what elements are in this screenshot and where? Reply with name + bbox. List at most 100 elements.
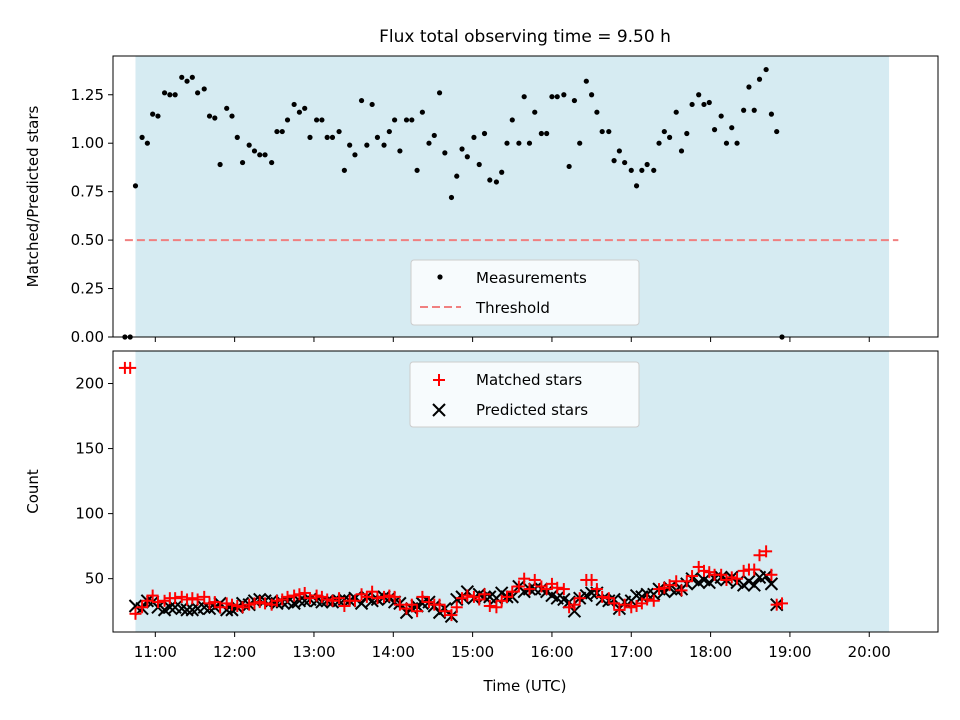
matched-stars-point — [535, 580, 548, 593]
matched-stars-point — [775, 597, 788, 610]
matched-stars-point — [715, 568, 728, 581]
measurement-point — [284, 117, 291, 123]
measurement-point — [526, 140, 533, 146]
measurement-point — [329, 134, 336, 140]
top-legend: Measurements Threshold — [410, 259, 640, 326]
matched-stars-point — [551, 581, 564, 594]
measurement-point — [768, 111, 775, 117]
matched-stars-point — [146, 589, 159, 602]
matched-stars-point — [703, 566, 716, 579]
matched-stars-point — [186, 592, 199, 605]
legend-threshold-label: Threshold — [475, 299, 550, 317]
matched-stars-point — [141, 594, 154, 607]
measurement-point — [419, 109, 425, 115]
bottom-panel: 50 100 150 200 11:00 12:00 13:00 14:00 15:00 16:… — [24, 350, 939, 695]
matched-stars-point — [321, 593, 334, 606]
measurement-point — [234, 134, 240, 140]
measurement-point — [217, 161, 223, 168]
measurement-point — [734, 140, 740, 146]
matched-stars-point — [355, 588, 368, 601]
predicted-stars-point — [219, 603, 234, 617]
measurement-point — [347, 142, 353, 148]
matched-stars-marks — [118, 361, 788, 622]
matched-stars-point — [333, 592, 346, 605]
matched-stars-point — [506, 585, 519, 598]
measurement-point — [436, 90, 443, 96]
matched-stars-point — [236, 601, 249, 614]
matched-stars-point — [748, 563, 761, 576]
matched-stars-point — [585, 573, 598, 586]
measurement-point — [274, 128, 280, 135]
top-measurement-marks — [122, 66, 785, 340]
measurement-point — [352, 152, 358, 158]
predicted-stars-point — [163, 600, 177, 614]
measurement-point — [763, 66, 769, 73]
measurement-point — [616, 148, 622, 154]
measurement-point — [189, 74, 195, 80]
matched-stars-point — [416, 590, 429, 603]
measurement-point — [577, 140, 583, 146]
matched-stars-point — [523, 583, 536, 596]
matched-stars-point — [393, 598, 406, 611]
measurement-point — [611, 158, 617, 164]
measurement-point — [774, 128, 780, 135]
measurement-point — [751, 107, 757, 113]
matched-stars-point — [438, 605, 451, 618]
y-tick-label: 1.00 — [71, 134, 104, 152]
matched-stars-point — [371, 592, 384, 605]
matched-stars-point — [303, 592, 316, 605]
matched-stars-point — [124, 361, 137, 374]
measurement-point — [701, 101, 707, 108]
legend-predicted-marker — [432, 403, 446, 417]
matched-stars-point — [276, 593, 289, 606]
measurement-point — [746, 84, 752, 90]
x-tick-label: 16:00 — [530, 643, 573, 661]
matched-stars-point — [366, 585, 379, 598]
matched-stars-point — [225, 598, 238, 611]
matched-stars-point — [383, 589, 396, 602]
measurement-point — [493, 179, 500, 185]
measurement-point — [364, 142, 370, 148]
matched-stars-point — [315, 590, 328, 603]
measurement-point — [487, 177, 493, 183]
y-tick-label: 150 — [75, 440, 104, 458]
matched-stars-point — [136, 601, 149, 614]
measurement-point — [571, 97, 578, 104]
matched-stars-point — [198, 590, 211, 603]
top-legend-box — [410, 259, 640, 326]
matched-stars-point — [573, 592, 586, 605]
matched-stars-point — [563, 601, 576, 614]
measurement-point — [549, 94, 555, 100]
measurement-point — [229, 113, 235, 119]
matched-stars-point — [753, 549, 766, 562]
bottom-plot-frame — [112, 350, 939, 633]
matched-stars-point — [663, 579, 676, 592]
measurement-point — [414, 167, 420, 173]
measurement-point — [723, 140, 730, 146]
matched-stars-point — [680, 575, 693, 588]
measurement-point — [132, 183, 139, 189]
predicted-stars-point — [759, 569, 773, 583]
matched-stars-point — [181, 593, 194, 606]
matched-stars-point — [175, 590, 188, 603]
measurement-point — [262, 152, 268, 158]
matched-stars-point — [490, 601, 503, 614]
matched-stars-point — [298, 586, 311, 599]
matched-stars-point — [129, 607, 142, 620]
legend-measurements-label: Measurements — [476, 269, 587, 287]
measurement-point — [521, 94, 527, 100]
measurement-point — [167, 92, 173, 98]
matched-stars-point — [445, 609, 458, 622]
y-tick-label: 50 — [85, 570, 104, 588]
matched-stars-point — [641, 593, 654, 606]
legend-matched-marker — [433, 374, 445, 386]
measurement-point — [673, 109, 679, 115]
measurement-point — [336, 128, 342, 135]
y-tick-label: 0.75 — [71, 183, 104, 201]
measurement-point — [689, 101, 695, 108]
matched-stars-point — [731, 572, 744, 585]
y-tick-label: 1.25 — [71, 86, 104, 104]
measurement-point — [341, 167, 347, 173]
measurement-point — [661, 128, 667, 135]
measurement-point — [291, 101, 297, 108]
